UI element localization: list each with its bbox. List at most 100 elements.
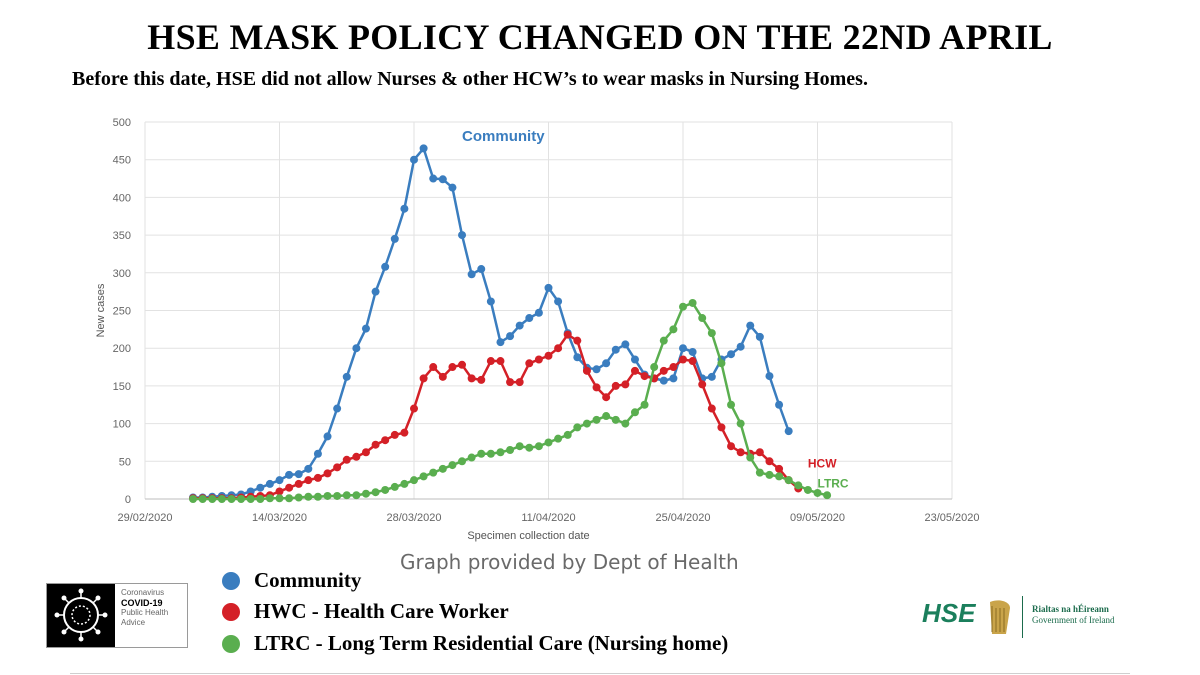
data-point-ltrc	[208, 495, 217, 503]
data-point-community	[390, 234, 399, 243]
harp-icon	[984, 598, 1014, 643]
y-tick-label: 400	[113, 192, 131, 204]
data-point-community	[765, 372, 774, 381]
data-point-community	[256, 483, 265, 492]
data-point-hcw	[361, 448, 370, 457]
data-point-ltrc	[679, 302, 687, 311]
data-point-hcw	[534, 355, 543, 364]
data-point-hcw	[582, 366, 591, 375]
legend-dot-ltrc	[222, 634, 240, 653]
data-point-ltrc	[592, 415, 601, 424]
chart-credit: Graph provided by Dept of Health	[400, 550, 739, 574]
data-point-ltrc	[630, 408, 639, 417]
data-point-community	[410, 155, 418, 164]
data-point-community	[544, 283, 553, 292]
page-subtitle: Before this date, HSE did not allow Nurs…	[72, 68, 868, 90]
x-tick-label: 14/03/2020	[252, 512, 307, 524]
y-axis-title: New cases	[95, 283, 107, 337]
legend-item-hcw: HWC - Health Care Worker	[222, 599, 509, 624]
data-point-hcw	[659, 366, 668, 375]
data-point-community	[784, 427, 793, 436]
data-point-ltrc	[429, 468, 438, 477]
data-point-community	[496, 338, 505, 347]
data-point-ltrc	[371, 488, 380, 497]
data-point-community	[515, 321, 524, 330]
data-point-ltrc	[746, 453, 755, 462]
data-point-community	[554, 297, 563, 306]
hse-logo: HSE	[922, 598, 976, 628]
y-tick-label: 50	[119, 456, 131, 468]
data-point-community	[304, 464, 313, 473]
virus-icon	[47, 584, 115, 647]
data-point-community	[400, 204, 409, 213]
data-point-community	[688, 347, 697, 356]
data-point-ltrc	[640, 400, 649, 409]
data-point-ltrc	[506, 445, 515, 454]
data-point-ltrc	[717, 359, 726, 368]
data-point-community	[506, 332, 515, 341]
data-point-ltrc	[544, 438, 553, 447]
data-point-community	[486, 297, 495, 306]
data-point-community	[285, 470, 294, 479]
data-point-community	[630, 355, 639, 364]
data-point-ltrc	[515, 442, 524, 451]
data-point-ltrc	[659, 336, 668, 345]
data-point-hcw	[755, 448, 764, 457]
data-point-hcw	[688, 357, 697, 366]
data-point-community	[746, 321, 755, 330]
data-point-hcw	[515, 378, 524, 387]
page-title: HSE MASK POLICY CHANGED ON THE 22ND APRI…	[147, 17, 1053, 57]
data-point-ltrc	[688, 298, 697, 307]
data-point-community	[448, 183, 457, 192]
data-point-ltrc	[352, 491, 361, 500]
data-point-ltrc	[342, 491, 351, 500]
data-point-ltrc	[189, 495, 198, 503]
series-line-community	[193, 147, 790, 499]
data-point-hcw	[640, 372, 649, 381]
data-point-community	[755, 332, 764, 341]
data-point-hcw	[285, 483, 294, 492]
data-point-community	[573, 353, 582, 362]
legend-item-ltrc: LTRC - Long Term Residential Care (Nursi…	[222, 631, 728, 656]
data-point-ltrc	[458, 457, 467, 466]
data-point-ltrc	[477, 449, 486, 458]
data-point-ltrc	[525, 443, 534, 452]
y-tick-label: 300	[113, 268, 131, 280]
data-point-hcw	[342, 455, 351, 464]
data-point-ltrc	[755, 468, 764, 477]
data-point-community	[313, 449, 322, 458]
data-point-hcw	[775, 464, 784, 473]
series-label-community: Community	[462, 128, 545, 145]
data-point-hcw	[698, 380, 707, 389]
x-tick-label: 25/04/2020	[655, 512, 710, 524]
data-point-ltrc	[775, 472, 784, 481]
data-point-hcw	[717, 423, 726, 432]
data-point-hcw	[679, 355, 687, 364]
data-point-community	[333, 404, 342, 413]
series-label-hcw: HCW	[808, 456, 837, 470]
data-point-ltrc	[698, 314, 707, 323]
legend-dot-community	[222, 571, 240, 590]
data-point-community	[458, 231, 467, 240]
legend-label-ltrc: LTRC - Long Term Residential Care (Nursi…	[254, 631, 729, 655]
data-point-hcw	[467, 374, 476, 383]
data-point-ltrc	[246, 495, 255, 503]
government-of-ireland-logo: Rialtas na hÉireann Government of Irelan…	[1032, 604, 1115, 625]
data-point-community	[467, 270, 476, 279]
data-point-ltrc	[736, 419, 745, 428]
data-point-ltrc	[256, 495, 265, 503]
data-point-ltrc	[313, 492, 322, 501]
data-point-ltrc	[650, 363, 659, 372]
x-axis-title: Specimen collection date	[467, 530, 589, 542]
data-point-community	[621, 340, 630, 349]
data-point-community	[707, 372, 716, 381]
data-point-ltrc	[813, 488, 822, 497]
data-point-ltrc	[419, 472, 428, 481]
data-point-ltrc	[621, 419, 630, 428]
data-point-ltrc	[265, 494, 274, 503]
data-point-community	[679, 344, 687, 353]
data-point-hcw	[496, 357, 505, 366]
data-point-ltrc	[534, 442, 543, 451]
data-point-ltrc	[602, 412, 611, 421]
